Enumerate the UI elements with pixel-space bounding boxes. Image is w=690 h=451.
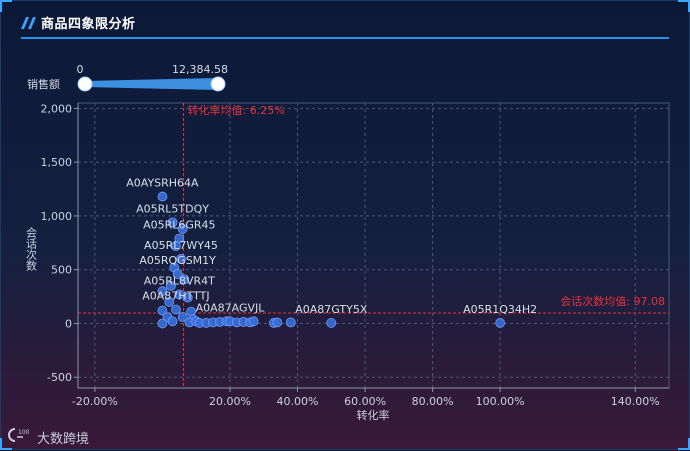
point-label: A05RL7WY45: [144, 239, 218, 252]
data-point[interactable]: [172, 269, 183, 279]
point-label: A0A87HTTTJ: [142, 289, 209, 302]
panel-header: 商品四象限分析: [21, 11, 669, 39]
data-point[interactable]: [167, 217, 178, 228]
sales-filter-range-track[interactable]: [85, 78, 218, 90]
data-point[interactable]: [171, 241, 181, 251]
data-point[interactable]: [157, 305, 168, 316]
point-labels: A0AYSRH64A A05RL5TDQY A05RL6GR45 A05RL7WY45…: [126, 177, 537, 316]
sales-filter-min-label: 0: [77, 63, 84, 76]
panel-title: 商品四象限分析: [41, 17, 136, 32]
point-label: A0A87AGVJL: [196, 301, 266, 314]
x-tick-label: 40.00%: [277, 395, 319, 408]
data-point[interactable]: [177, 312, 188, 322]
x-tick-label: 100.00%: [476, 395, 525, 408]
y-tick-label: 0: [65, 317, 72, 330]
data-point[interactable]: [177, 223, 188, 234]
y-tick-label: 500: [51, 264, 72, 277]
data-point[interactable]: [167, 316, 178, 327]
point-label: A0AYSRH64A: [126, 177, 199, 190]
data-point[interactable]: [248, 316, 259, 327]
y-axis-title: 会话次数: [25, 227, 38, 272]
data-point[interactable]: [157, 286, 168, 297]
x-axis-title: 转化率: [357, 408, 390, 422]
data-point[interactable]: [285, 317, 296, 328]
sales-filter-max-handle[interactable]: [210, 76, 226, 92]
point-label: A0A87GTY5X: [295, 303, 368, 316]
data-points[interactable]: [157, 191, 506, 329]
sales-filter-min-handle[interactable]: [77, 76, 93, 92]
data-point[interactable]: [157, 191, 168, 202]
conversion-rate-mean-label: 转化率均值: 6.25%: [188, 103, 285, 117]
sales-filter-label: 销售额: [27, 77, 60, 91]
data-point[interactable]: [165, 280, 176, 291]
x-tick-label: 140.00%: [611, 395, 660, 408]
x-tick-label: 80.00%: [412, 395, 454, 408]
x-tick-label: -20.00%: [72, 395, 118, 408]
double-slash-icon: [21, 17, 36, 29]
corner-decoration-top-left: [0, 0, 12, 12]
data-point[interactable]: [176, 254, 186, 264]
corner-decoration-bottom-right: [678, 438, 690, 450]
data-point[interactable]: [157, 318, 168, 329]
corner-decoration-top-right: [678, 0, 690, 12]
data-point[interactable]: [326, 318, 337, 328]
mean-lines: 转化率均值: 6.25% 会话次数均值: 97.08: [78, 103, 669, 388]
session-count-mean-label: 会话次数均值: 97.08: [560, 294, 665, 308]
point-label: A05RL6GR45: [143, 219, 215, 232]
data-point[interactable]: [182, 292, 193, 303]
data-point[interactable]: [174, 289, 185, 300]
data-point[interactable]: [179, 274, 190, 285]
point-label: A05RQGSM1Y: [139, 254, 216, 267]
data-point[interactable]: [495, 318, 506, 328]
point-label: A05RL8VR4T: [144, 274, 215, 287]
data-point[interactable]: [164, 297, 175, 307]
corner-decoration-bottom-left: [0, 438, 12, 450]
point-label: A05R1Q34H2: [463, 303, 537, 316]
x-tick-label: 20.00%: [209, 395, 251, 408]
brand-logo-icon: 100: [8, 428, 30, 442]
y-tick-label: 1,500: [41, 156, 73, 169]
axes: [74, 103, 669, 392]
point-label: A05RL5TDQY: [136, 202, 209, 215]
tick-labels: -500 0 500 1,000 1,500 2,000 -20.00% 20.00% 40.0…: [41, 102, 660, 408]
x-tick-label: 60.00%: [344, 395, 386, 408]
y-tick-label: -500: [47, 371, 72, 384]
y-tick-label: 2,000: [41, 102, 73, 115]
svg-text:100: 100: [18, 429, 30, 436]
sales-filter-max-label: 12,384.58: [172, 63, 228, 76]
data-point[interactable]: [171, 304, 181, 315]
data-point[interactable]: [272, 317, 283, 328]
y-tick-label: 1,000: [41, 210, 73, 223]
brand-name: 大数跨境: [37, 432, 90, 447]
